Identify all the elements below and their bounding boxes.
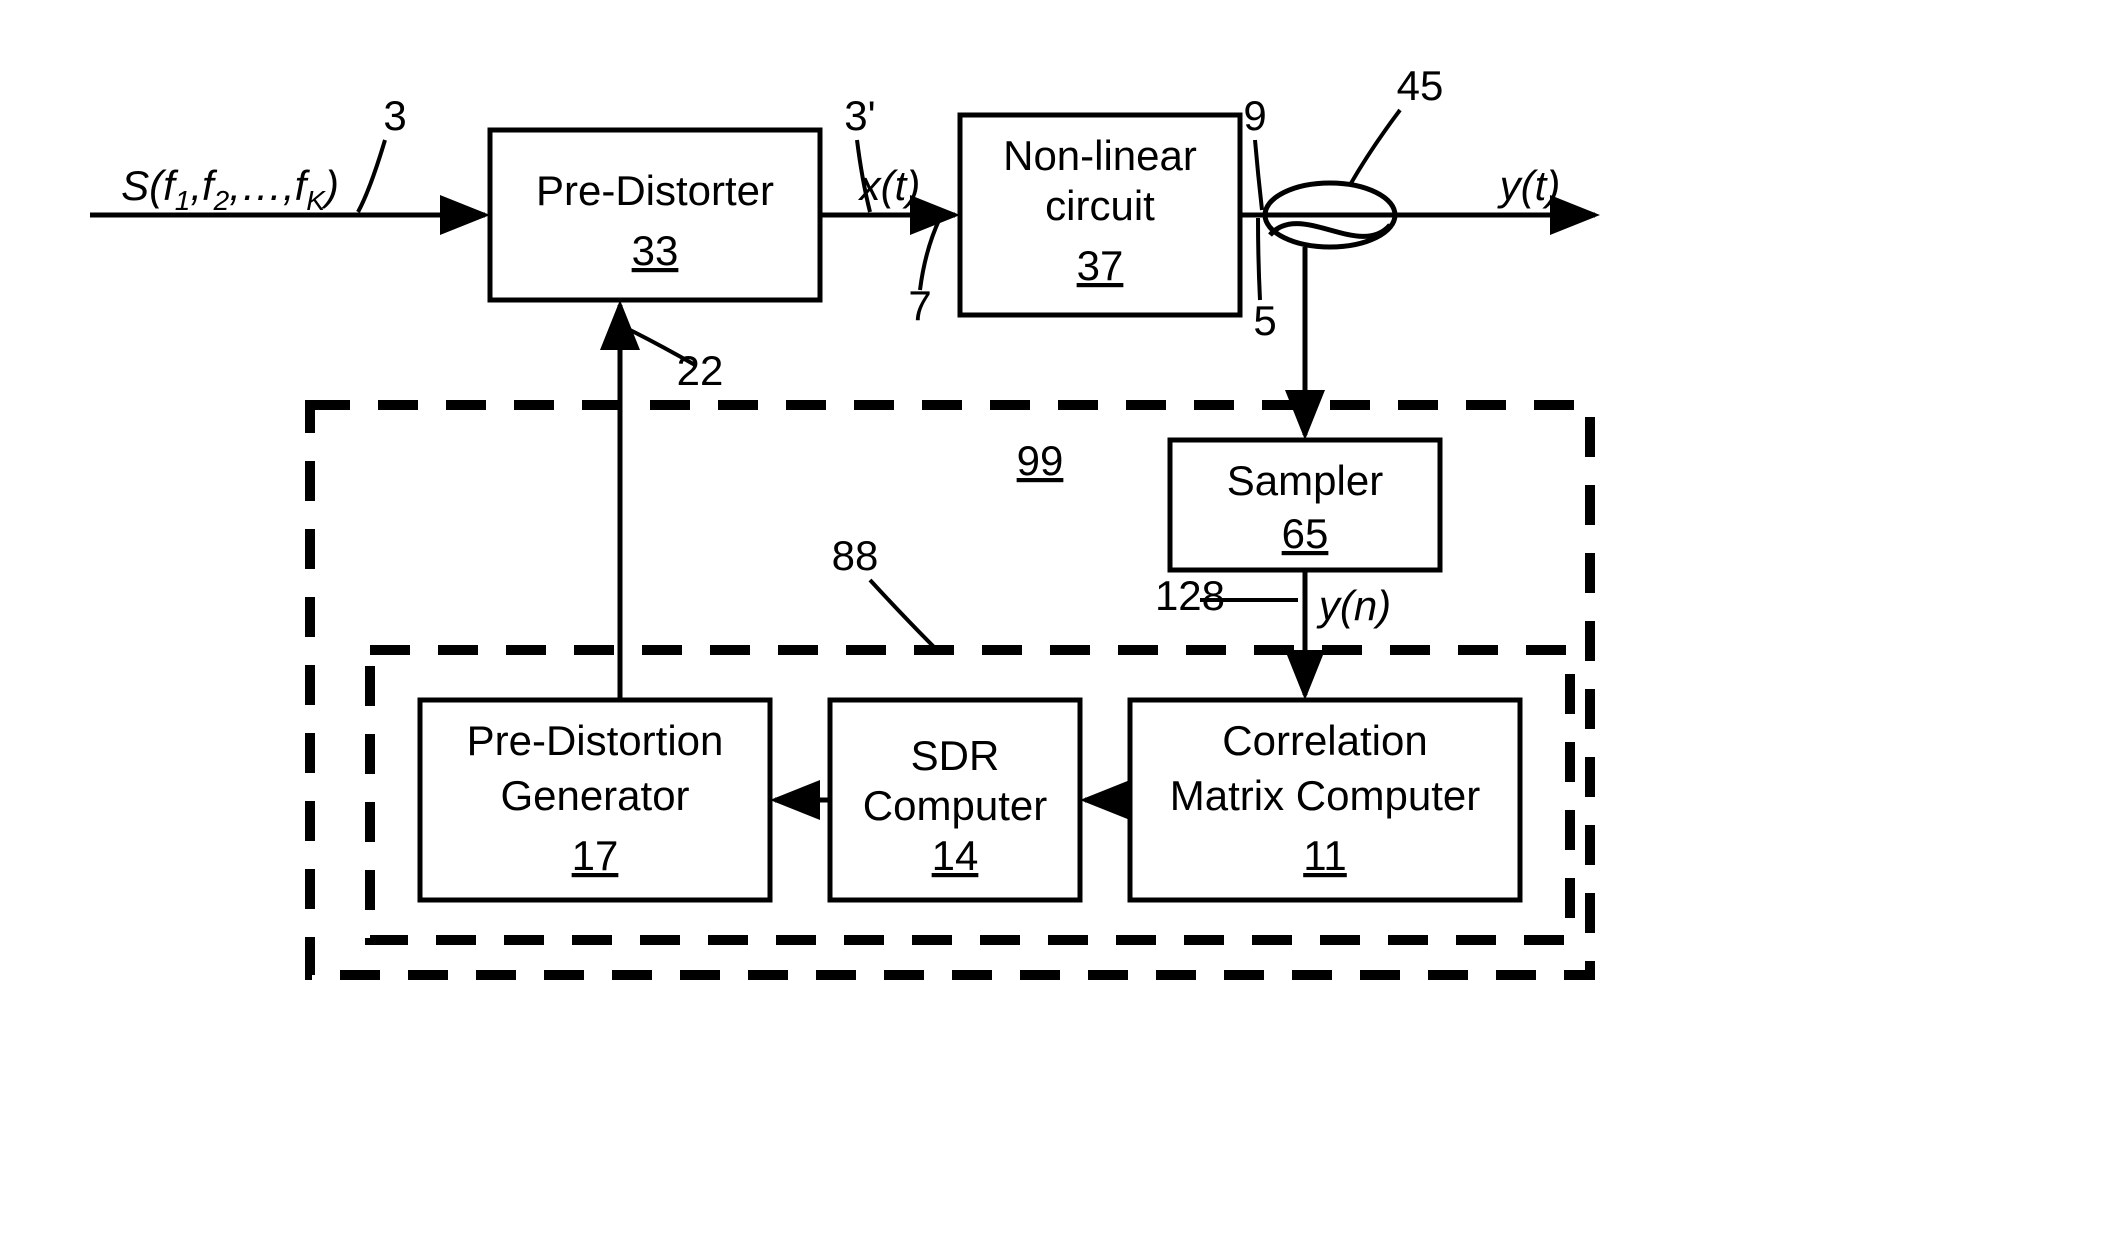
non-linear-num: 37: [1077, 242, 1124, 289]
pre-distorter-box: [490, 130, 820, 300]
signal-yt-label: y(t): [1497, 162, 1561, 209]
ref-99: 99: [1017, 437, 1064, 484]
pre-distorter-num: 33: [632, 227, 679, 274]
correlation-label1: Correlation: [1222, 717, 1427, 764]
sdr-num: 14: [932, 832, 979, 879]
pdg-num: 17: [572, 832, 619, 879]
ref-3: 3: [383, 92, 406, 139]
leader-7: [920, 218, 940, 290]
signal-yn-label: y(n): [1316, 582, 1391, 629]
coupler-tap: [1270, 224, 1390, 237]
ref-3p: 3': [844, 92, 875, 139]
leader-5: [1258, 218, 1260, 300]
sampler-num: 65: [1282, 510, 1329, 557]
input-signal-label: S(f1,f2,…,fK): [121, 162, 339, 216]
non-linear-label1: Non-linear: [1003, 132, 1197, 179]
correlation-label2: Matrix Computer: [1170, 772, 1480, 819]
signal-processing-block-diagram: Pre-Distorter 33 Non-linear circuit 37 S…: [0, 0, 2113, 1240]
sdr-label1: SDR: [911, 732, 1000, 779]
leader-3: [358, 140, 385, 212]
pre-distorter-label: Pre-Distorter: [536, 167, 774, 214]
leader-9: [1255, 140, 1262, 210]
sdr-label2: Computer: [863, 782, 1047, 829]
non-linear-label2: circuit: [1045, 182, 1155, 229]
ref-5: 5: [1253, 297, 1276, 344]
leader-88: [870, 580, 935, 648]
pdg-label1: Pre-Distortion: [467, 717, 724, 764]
ref-22: 22: [677, 347, 724, 394]
leader-45: [1350, 110, 1400, 185]
ref-88: 88: [832, 532, 879, 579]
correlation-num: 11: [1303, 832, 1347, 879]
ref-9: 9: [1243, 92, 1266, 139]
pdg-label2: Generator: [500, 772, 689, 819]
ref-128: 128: [1155, 572, 1225, 619]
ref-45: 45: [1397, 62, 1444, 109]
sampler-label: Sampler: [1227, 457, 1383, 504]
